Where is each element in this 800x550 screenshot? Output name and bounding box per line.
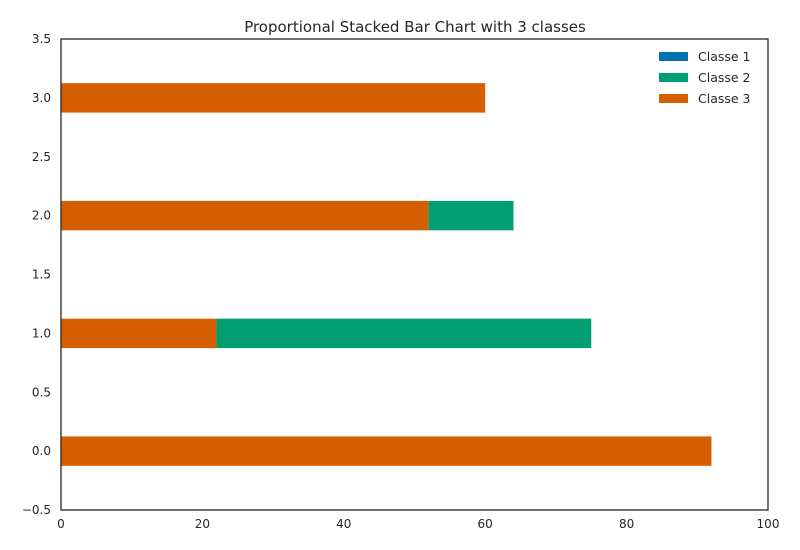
x-tick-label: 100	[757, 517, 780, 531]
bar-classe-2-2	[428, 200, 514, 231]
x-tick-label: 40	[336, 517, 351, 531]
bar-classe-3-3	[61, 83, 486, 113]
y-tick-label: 1.0	[32, 326, 51, 340]
legend-label: Classe 3	[698, 91, 751, 106]
y-tick-label: 3.5	[32, 32, 51, 46]
legend-swatch	[659, 94, 688, 103]
x-tick-label: 80	[619, 517, 634, 531]
y-axis: −0.5 0.0 0.5 1.0 1.5 2.0 2.5 3.0 3.5	[22, 32, 51, 517]
x-axis: 0 20 40 60 80 100	[57, 517, 779, 531]
y-tick-label: 3.0	[32, 91, 51, 105]
legend-swatch	[659, 52, 688, 61]
y-tick-label: −0.5	[22, 503, 51, 517]
legend: Classe 1 Classe 2 Classe 3	[659, 49, 751, 106]
y-tick-label: 0.5	[32, 385, 51, 399]
y-tick-label: 0.0	[32, 444, 51, 458]
legend-label: Classe 1	[698, 49, 751, 64]
bar-classe-3-0	[61, 436, 712, 466]
bar-classe-3-2	[61, 200, 429, 231]
bar-classe-3-1	[61, 318, 217, 349]
legend-label: Classe 2	[698, 70, 751, 85]
y-tick-label: 2.0	[32, 209, 51, 223]
y-tick-label: 2.5	[32, 150, 51, 164]
legend-swatch	[659, 73, 688, 82]
bar-classe-2-1	[216, 318, 592, 349]
bars-layer	[61, 83, 712, 466]
x-tick-label: 60	[478, 517, 493, 531]
x-tick-label: 20	[195, 517, 210, 531]
y-tick-label: 1.5	[32, 268, 51, 282]
x-tick-label: 0	[57, 517, 65, 531]
plot-frame	[60, 38, 769, 511]
chart-title: Proportional Stacked Bar Chart with 3 cl…	[244, 18, 586, 36]
